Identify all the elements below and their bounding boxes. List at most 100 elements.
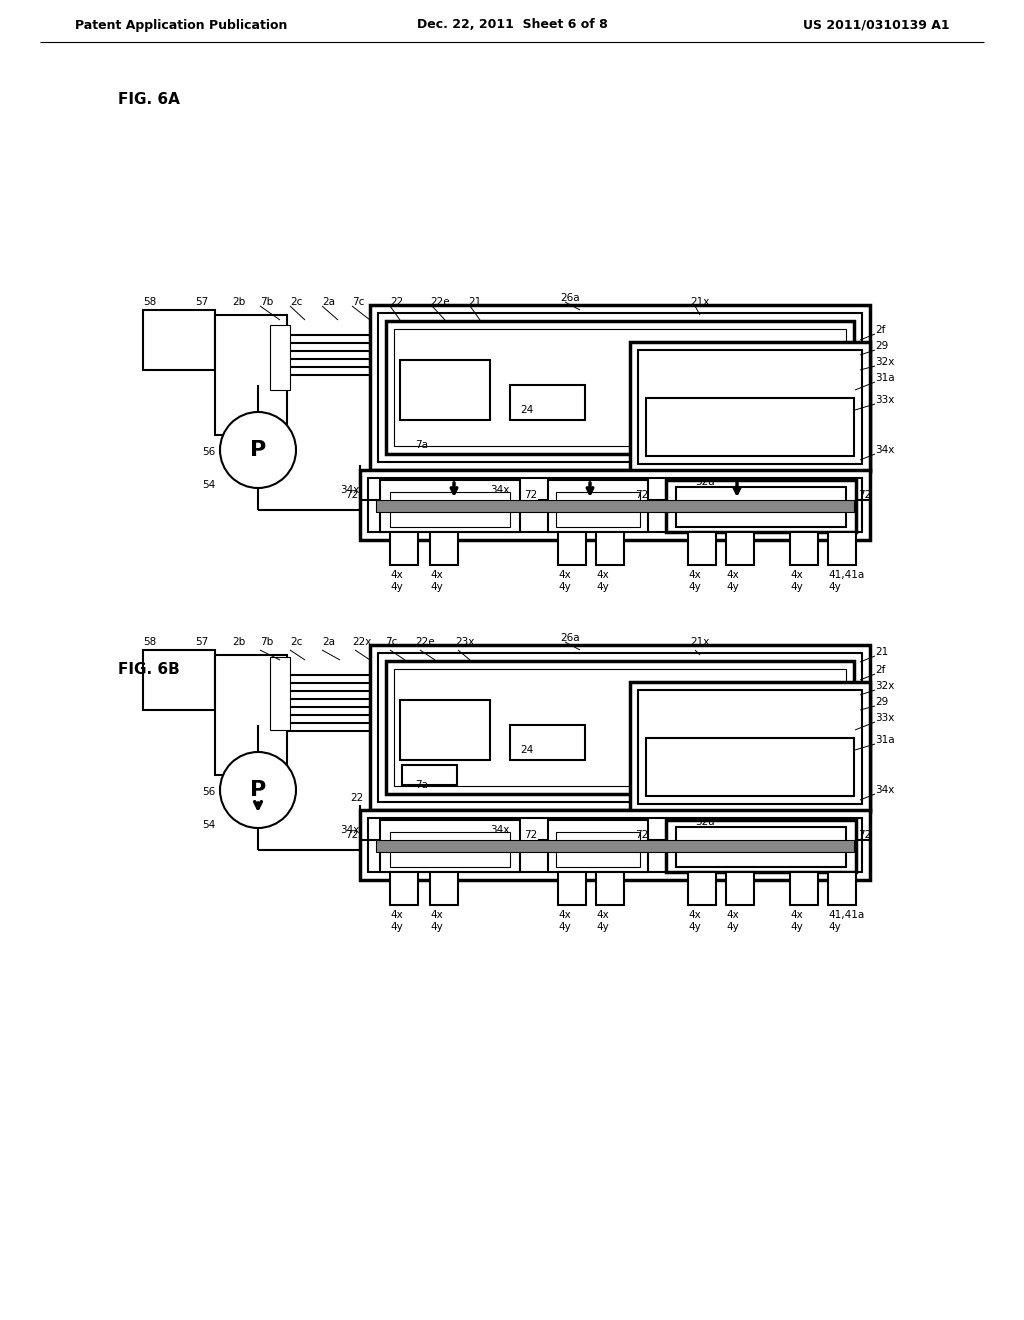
Bar [394,329,846,446]
Bar [646,738,854,796]
Bar [215,315,287,436]
Text: 4x: 4x [390,909,402,920]
Bar [430,873,458,906]
Bar [370,645,870,810]
Text: 21x: 21x [690,638,710,647]
Text: 21x: 21x [690,297,710,308]
Text: 4y: 4y [596,921,608,932]
Bar [558,532,586,565]
Bar [688,532,716,565]
Bar [630,682,870,812]
Text: 24: 24 [520,744,534,755]
Text: P: P [250,780,266,800]
Text: 34x: 34x [874,445,894,455]
Bar [368,478,862,532]
Bar [360,810,870,880]
Bar [558,873,586,906]
Text: 2f: 2f [874,665,886,675]
Bar [400,360,490,420]
Text: 22: 22 [390,297,403,308]
Text: 4y: 4y [726,582,738,591]
Bar [380,480,520,532]
Text: 22: 22 [350,793,364,803]
Bar [378,313,862,462]
Text: 56: 56 [202,787,215,797]
Bar [548,480,648,532]
Text: 32x: 32x [874,681,894,690]
Text: 7c: 7c [385,638,397,647]
Bar [270,325,290,389]
Bar [270,657,290,730]
Text: 24: 24 [520,405,534,414]
Text: 4x: 4x [790,909,803,920]
Text: 54: 54 [202,480,215,490]
Text: 34x: 34x [340,825,359,836]
Bar [400,700,490,760]
Text: Patent Application Publication: Patent Application Publication [75,18,288,32]
Text: 72: 72 [345,490,358,500]
Text: 72: 72 [858,830,871,840]
Text: 2b: 2b [232,297,246,308]
Text: 32a: 32a [695,477,715,487]
Text: 34x: 34x [340,484,359,495]
Text: 4x: 4x [726,570,738,579]
Text: 2c: 2c [290,638,302,647]
Text: 34x: 34x [874,785,894,795]
Text: 4x: 4x [688,909,700,920]
Bar [556,832,640,867]
Text: 7a: 7a [415,780,428,789]
Text: 32a: 32a [695,817,715,828]
Text: 32x: 32x [874,356,894,367]
Circle shape [220,752,296,828]
Bar [638,350,862,465]
Text: US 2011/0310139 A1: US 2011/0310139 A1 [804,18,950,32]
Text: 7a: 7a [415,440,428,450]
Text: 72: 72 [635,830,648,840]
Text: 23x: 23x [455,638,474,647]
Text: 4y: 4y [790,921,803,932]
Text: 72: 72 [524,490,538,500]
Bar [370,305,870,470]
Bar [726,873,754,906]
Bar [390,532,418,565]
Text: 4x: 4x [790,570,803,579]
Text: FIG. 6B: FIG. 6B [118,663,180,677]
Text: 31a: 31a [874,735,895,744]
Text: 2f: 2f [874,325,886,335]
Text: 7c: 7c [352,297,365,308]
Text: 2c: 2c [290,297,302,308]
Text: 4x: 4x [688,570,700,579]
Text: P: P [250,440,266,459]
Text: 22e: 22e [430,297,450,308]
Bar [386,661,854,795]
Text: 4x: 4x [558,570,570,579]
Bar [394,669,846,785]
Bar [676,487,846,527]
Text: 22x: 22x [352,638,372,647]
Circle shape [220,412,296,488]
Text: 72: 72 [635,490,648,500]
Text: 4y: 4y [828,921,841,932]
Text: 57: 57 [195,297,208,308]
Text: 4x: 4x [390,570,402,579]
Text: 33x: 33x [874,395,894,405]
Text: 29: 29 [874,341,888,351]
Text: 58: 58 [143,297,157,308]
Bar [390,492,510,527]
Bar [596,532,624,565]
Text: 2b: 2b [232,638,246,647]
Bar [666,480,856,532]
Text: 4y: 4y [790,582,803,591]
Bar [676,828,846,867]
Text: 41,41a: 41,41a [828,909,864,920]
Bar [828,873,856,906]
Text: 7b: 7b [260,297,273,308]
Text: 58: 58 [143,638,157,647]
Text: 4y: 4y [726,921,738,932]
Text: 34x: 34x [490,484,509,495]
Bar [828,532,856,565]
Bar [376,500,854,512]
Bar [726,532,754,565]
Text: Dec. 22, 2011  Sheet 6 of 8: Dec. 22, 2011 Sheet 6 of 8 [417,18,607,32]
Text: FIG. 6A: FIG. 6A [118,92,180,107]
